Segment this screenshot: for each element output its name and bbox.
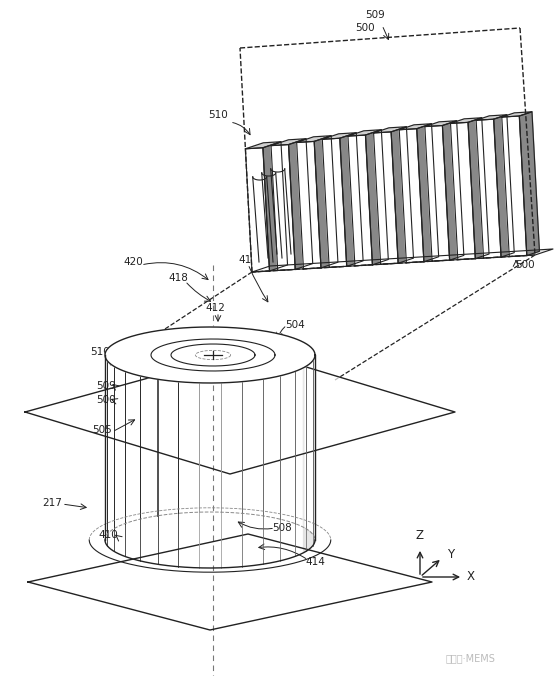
- Text: 509: 509: [96, 381, 116, 391]
- Polygon shape: [340, 132, 363, 266]
- Polygon shape: [417, 124, 439, 262]
- Polygon shape: [271, 139, 306, 145]
- Polygon shape: [240, 28, 535, 272]
- Polygon shape: [468, 118, 489, 259]
- Polygon shape: [374, 132, 398, 264]
- Text: 500: 500: [118, 361, 138, 371]
- Text: Y: Y: [447, 548, 454, 560]
- Polygon shape: [252, 249, 553, 272]
- Text: 510: 510: [208, 110, 228, 120]
- Text: 418: 418: [168, 273, 188, 283]
- Polygon shape: [502, 112, 532, 117]
- Polygon shape: [476, 119, 501, 258]
- Polygon shape: [374, 127, 406, 133]
- Polygon shape: [263, 142, 287, 271]
- Polygon shape: [476, 115, 507, 120]
- Polygon shape: [365, 130, 388, 265]
- Polygon shape: [494, 115, 514, 257]
- Polygon shape: [28, 534, 432, 630]
- Text: 504: 504: [285, 320, 305, 330]
- Polygon shape: [425, 121, 456, 126]
- Polygon shape: [502, 116, 527, 257]
- Polygon shape: [425, 126, 450, 261]
- Text: 414: 414: [305, 557, 325, 567]
- Text: 公众号·MEMS: 公众号·MEMS: [445, 653, 495, 663]
- Text: X: X: [467, 571, 475, 583]
- Text: 500: 500: [515, 260, 535, 270]
- Polygon shape: [450, 122, 475, 260]
- Text: 508: 508: [272, 523, 292, 533]
- Polygon shape: [519, 112, 540, 256]
- Text: 410: 410: [98, 530, 118, 540]
- Polygon shape: [246, 142, 281, 149]
- Text: 500: 500: [355, 23, 375, 33]
- Polygon shape: [246, 148, 270, 272]
- Polygon shape: [450, 118, 482, 124]
- Polygon shape: [314, 136, 338, 268]
- Text: 510: 510: [90, 347, 110, 357]
- Polygon shape: [348, 135, 372, 266]
- Text: 509: 509: [365, 10, 385, 20]
- Polygon shape: [323, 138, 347, 268]
- Polygon shape: [105, 327, 315, 383]
- Text: 505: 505: [92, 425, 112, 435]
- Polygon shape: [399, 128, 424, 263]
- Polygon shape: [442, 121, 464, 260]
- Text: 416: 416: [238, 255, 258, 265]
- Polygon shape: [297, 141, 321, 269]
- Polygon shape: [288, 139, 312, 270]
- Text: 412: 412: [205, 303, 225, 313]
- Polygon shape: [271, 145, 295, 270]
- Polygon shape: [304, 342, 315, 553]
- Polygon shape: [348, 130, 381, 136]
- Polygon shape: [323, 132, 356, 139]
- Polygon shape: [297, 136, 331, 143]
- Text: 420: 420: [123, 257, 143, 267]
- Text: 217: 217: [42, 498, 62, 508]
- Text: 500: 500: [96, 395, 116, 405]
- Polygon shape: [399, 124, 431, 130]
- Polygon shape: [391, 127, 413, 263]
- Polygon shape: [25, 350, 455, 474]
- Text: Z: Z: [416, 529, 424, 542]
